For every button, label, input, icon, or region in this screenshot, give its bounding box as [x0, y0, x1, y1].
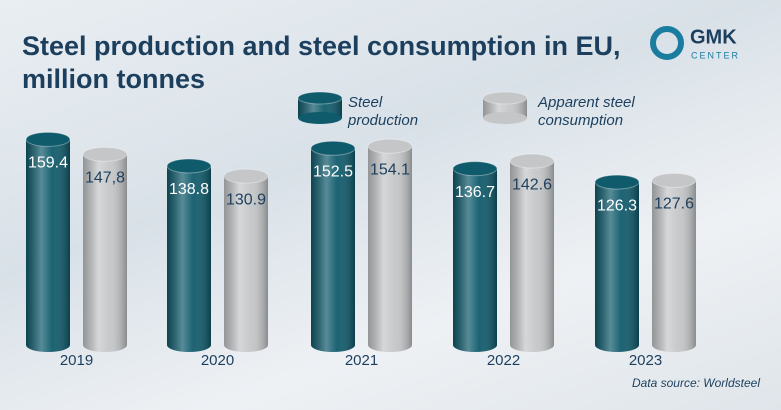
x-tick-label: 2019	[60, 352, 93, 369]
value-label: 159.4	[28, 155, 68, 172]
bar-shade	[224, 176, 268, 345]
bar-bottom-shade	[368, 338, 412, 352]
bar-bottom-shade	[595, 338, 639, 352]
legend-swatch-bottom	[483, 112, 527, 124]
legend-swatch-top	[482, 91, 528, 105]
value-label: 136.7	[455, 184, 495, 201]
bar-shade	[83, 154, 127, 345]
bar-bottom-shade	[224, 338, 268, 352]
bar-top	[452, 161, 498, 177]
value-label: 138.8	[169, 181, 209, 198]
value-label: 127.6	[654, 196, 694, 213]
bar-top	[367, 138, 413, 154]
bar-bottom-shade	[26, 338, 70, 352]
bar-bottom-shade	[510, 338, 554, 352]
bar-shade	[368, 146, 412, 345]
legend-label: Apparent steel consumption	[538, 94, 635, 129]
bar-shade	[652, 180, 696, 345]
value-label: 126.3	[597, 197, 637, 214]
x-tick-label: 2021	[345, 352, 378, 369]
bar-top	[82, 146, 128, 162]
value-label: 147,8	[85, 170, 125, 187]
bar-top	[651, 172, 697, 188]
logo-subname: CENTER	[691, 50, 740, 60]
bar-top	[509, 153, 555, 169]
source: Data source: Worldsteel	[632, 376, 760, 390]
bar-top	[25, 131, 71, 147]
logo-icon	[650, 26, 684, 60]
bar-shade	[26, 139, 70, 345]
bar-bottom-shade	[652, 338, 696, 352]
logo-name: GMK	[690, 26, 737, 48]
bar-bottom-shade	[311, 338, 355, 352]
legend-swatch-top	[297, 91, 343, 105]
bar-bottom-shade	[167, 338, 211, 352]
legend-swatch-bottom	[298, 112, 342, 124]
value-label: 130.9	[226, 191, 266, 208]
bar-top	[166, 158, 212, 174]
bar-shade	[167, 165, 211, 345]
bar-top	[310, 140, 356, 156]
bar-shade	[510, 161, 554, 345]
bar-top	[594, 174, 640, 190]
bar-shade	[453, 168, 497, 345]
x-tick-label: 2020	[201, 352, 234, 369]
chart-title: Steel production and steel consumption i…	[22, 31, 621, 94]
legend-label: Steel production	[348, 94, 419, 129]
x-tick-label: 2023	[629, 352, 662, 369]
logo: GMK CENTER	[650, 26, 740, 60]
value-label: 152.5	[313, 163, 353, 180]
value-label: 142.6	[512, 176, 552, 193]
x-tick-label: 2022	[487, 352, 520, 369]
bar-bottom-shade	[453, 338, 497, 352]
bar-shade	[595, 182, 639, 345]
bar-bottom-shade	[83, 338, 127, 352]
bar-top	[223, 168, 269, 184]
bar-shade	[311, 148, 355, 345]
value-label: 154.1	[370, 161, 410, 178]
